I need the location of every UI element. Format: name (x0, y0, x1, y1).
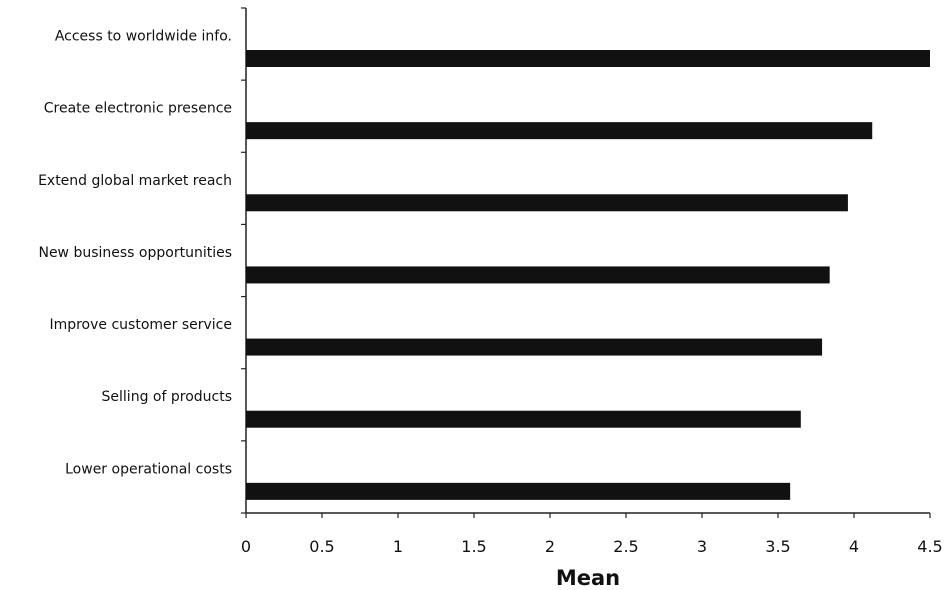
category-label: Extend global market reach (38, 173, 232, 189)
x-tick-label: 0.5 (309, 537, 334, 556)
x-tick-label: 2.5 (613, 537, 638, 556)
x-tick-label: 2 (545, 537, 555, 556)
category-label: Lower operational costs (65, 461, 232, 477)
category-label: Create electronic presence (44, 101, 232, 117)
x-tick-label: 3.5 (765, 537, 790, 556)
bar (246, 194, 848, 212)
x-tick-label: 1.5 (461, 537, 486, 556)
x-axis-title: Mean (556, 566, 620, 590)
x-tick-label: 1 (393, 537, 403, 556)
x-axis-ticks (245, 513, 931, 518)
category-label: Access to worldwide info. (55, 29, 232, 45)
x-tick-label: 4 (849, 537, 859, 556)
bar (246, 122, 873, 140)
bar (246, 410, 801, 428)
category-label: Selling of products (102, 389, 232, 405)
category-label: Improve customer service (49, 317, 232, 333)
bar (246, 338, 823, 356)
bar (246, 266, 830, 284)
x-tick-label: 0 (241, 537, 251, 556)
bars (246, 50, 930, 500)
category-label: New business opportunities (38, 245, 232, 261)
y-axis-ticks (241, 7, 246, 514)
x-tick-labels: 0 0.5 1 1.5 2 2.5 3 3.5 4 4.5 (241, 537, 943, 556)
category-labels: Access to worldwide info. Create electron… (38, 29, 232, 478)
bar (246, 50, 930, 67)
x-tick-label: 4.5 (917, 537, 942, 556)
x-tick-label: 3 (697, 537, 707, 556)
bar (246, 482, 791, 500)
